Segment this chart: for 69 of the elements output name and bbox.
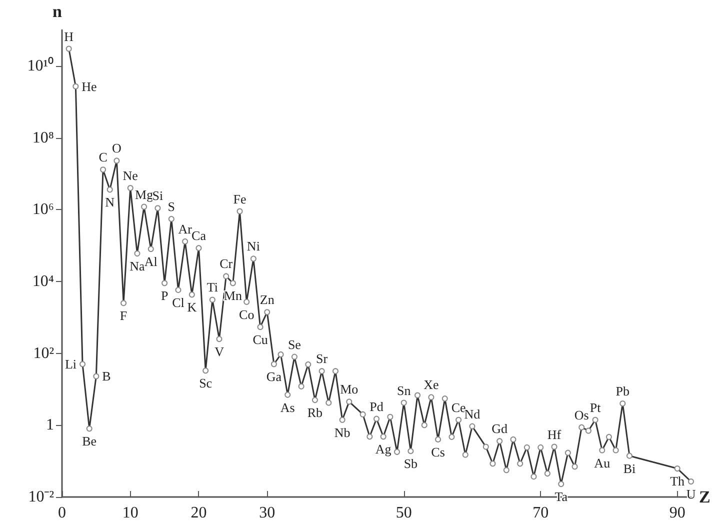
annotation: Cl (172, 294, 185, 310)
y-axis-title: n (52, 2, 63, 21)
annotation: Gd (492, 421, 508, 436)
annotation: Be (82, 434, 97, 449)
annotation: Ce (451, 400, 466, 415)
y-tick-label: 10⁶ (32, 201, 54, 218)
annotation: Se (288, 336, 302, 352)
y-tick-label: 10¹⁰ (27, 56, 54, 74)
annotation: Cr (220, 256, 234, 272)
annotation: C (98, 150, 108, 165)
annotation: Sb (404, 456, 418, 472)
annotation: U (686, 486, 696, 502)
annotation: O (112, 140, 122, 156)
x-tick-label: 20 (190, 504, 207, 522)
annotation: Cu (252, 332, 268, 347)
annotation: F (120, 308, 128, 324)
annotation: Bi (623, 460, 636, 476)
annotation: Si (152, 188, 164, 204)
annotation: Cs (431, 444, 445, 460)
annotation: Mo (340, 382, 358, 397)
x-axis-title: Z (699, 488, 710, 506)
annotation: Fe (233, 191, 246, 206)
annotation: K (187, 300, 198, 315)
annotation: Al (144, 254, 158, 270)
annotation: Au (594, 455, 611, 470)
annotation: Ni (246, 238, 260, 254)
annotation: N (105, 194, 116, 210)
x-tick-label: 0 (58, 504, 66, 522)
annotation: Pd (370, 398, 384, 414)
annotation: Ag (375, 442, 392, 457)
y-tick-label: 10⁻² (28, 488, 54, 506)
annotation: Pt (590, 400, 602, 415)
x-tick-label: 10 (122, 504, 138, 522)
annotation: Sc (199, 376, 212, 391)
annotation: Co (239, 306, 254, 322)
y-tick-label: 10⁴ (32, 272, 54, 290)
annotation: As (280, 400, 295, 415)
annotation: Nd (464, 406, 481, 422)
x-tick-label: 90 (669, 504, 686, 522)
annotation: Xe (424, 377, 439, 392)
annotation: Os (574, 407, 589, 422)
annotation: Ar (178, 221, 193, 236)
x-tick-label: 30 (259, 504, 276, 522)
annotation: Hf (547, 426, 562, 442)
annotation: Ga (266, 369, 282, 384)
annotation: P (160, 288, 168, 304)
annotation: H (64, 28, 74, 44)
annotation: Na (130, 258, 146, 274)
annotation: He (82, 78, 98, 94)
x-tick-label: 70 (532, 504, 549, 522)
annotation: Li (64, 356, 77, 372)
annotation: Mg (135, 186, 154, 202)
y-tick-label: 1 (46, 416, 54, 434)
annotation: Pb (616, 384, 630, 399)
annotation: Rb (307, 405, 323, 420)
annotation: V (214, 344, 225, 360)
annotation: Zn (260, 292, 275, 308)
annotation: Ti (206, 280, 218, 295)
annotation: Ne (122, 168, 138, 183)
annotation: Nb (334, 424, 350, 440)
y-tick-label: 10² (33, 344, 54, 362)
annotation: Sr (316, 351, 328, 366)
annotation: Ca (192, 228, 206, 244)
x-tick-label: 50 (396, 504, 412, 522)
annotation: Th (670, 474, 686, 489)
annotation: S (168, 198, 176, 214)
annotation: B (102, 368, 112, 384)
y-tick-label: 10⁸ (32, 129, 54, 146)
annotation: Sn (396, 382, 412, 398)
